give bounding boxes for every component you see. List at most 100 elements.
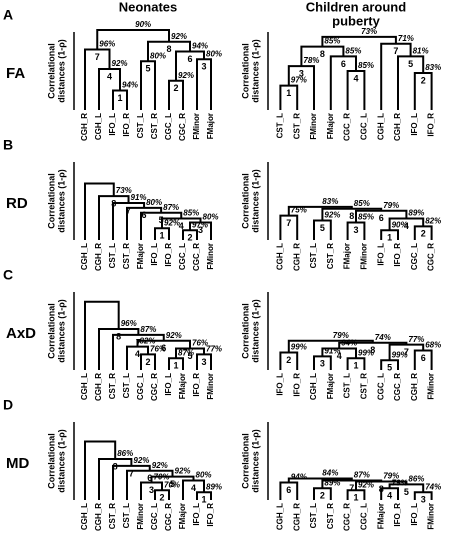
support-label: 79% [383,472,399,481]
panel-letter: D [3,397,13,413]
y-axis-label: Correlational [240,433,250,489]
leaf-label: FMajor [178,503,187,529]
leaf-label: FMinor [206,373,215,400]
node-number: 4 [404,221,409,231]
leaf-label: CST_L [108,243,117,268]
y-axis-label: Correlational [46,303,56,359]
support-label: 99% [358,348,374,357]
node-number: 1 [117,93,122,103]
support-label: 80% [203,213,219,222]
support-label: 94% [192,42,208,51]
node-number: 8 [370,345,375,355]
node-number: 6 [421,353,426,363]
leaf-label: CGC_L [376,373,385,400]
leaf-label: FMinor [192,113,201,140]
support-label: 80% [146,198,162,207]
node-number: 8 [111,199,116,209]
support-label: 85% [345,46,361,55]
leaf-label: CGC_L [136,373,145,400]
leaf-label: CST_R [360,373,369,399]
leaf-label: CST_R [108,373,117,399]
leaf-label: FMinor [427,503,436,530]
support-label: 87% [178,348,194,357]
leaf-label: CST_L [276,113,285,138]
leaf-label: CGH_L [80,373,89,400]
node-number: 3 [353,225,358,235]
node-number: 6 [341,59,346,69]
column-heading: Children around [306,0,406,14]
node-number: 4 [135,349,140,359]
support-label: 85% [358,61,374,70]
node-number: 5 [187,351,192,361]
leaf-label: FMajor [376,503,385,529]
row-label: FA [6,65,25,82]
support-label: 91% [131,193,147,202]
node-number: 5 [320,223,325,233]
node-number: 4 [337,351,342,361]
leaf-label: IFO_R [427,113,436,137]
leaf-label: CGC_R [178,113,187,141]
support-label: 85% [354,199,370,208]
node-number: 2 [173,83,178,93]
y-axis-label: Correlational [46,173,56,229]
node-number: 5 [145,64,150,74]
support-label: 78% [303,56,319,65]
y-axis-label: distances (1-ρ) [250,429,260,493]
node-number: 3 [201,62,206,72]
support-label: 92% [324,211,340,220]
leaf-label: CGH_R [80,113,89,141]
leaf-label: IFO_L [410,113,419,136]
leaf-label: IFO_L [376,243,385,266]
node-number: 7 [404,347,409,357]
node-number: 1 [353,361,358,371]
leaf-label: FMajor [326,113,335,139]
row-label: MD [6,455,29,472]
support-label: 87% [354,471,370,480]
leaf-label: CGH_R [393,113,402,141]
node-number: 3 [299,69,304,79]
support-label: 87% [140,325,156,334]
y-axis-label: Correlational [240,43,250,99]
leaf-label: IFO_L [164,373,173,396]
support-label: 96% [121,319,137,328]
leaf-label: FMajor [326,373,335,399]
leaf-label: CST_L [122,503,131,528]
support-label: 92% [133,456,149,465]
node-number: 6 [161,343,166,353]
leaf-label: CGC_L [410,243,419,270]
support-label: 85% [358,213,374,222]
leaf-label: CST_L [343,373,352,398]
support-label: 83% [322,197,338,206]
leaf-label: CST_R [326,503,335,529]
support-label: 90% [392,220,408,229]
support-label: 76% [150,345,166,354]
leaf-label: IFO_R [393,243,402,267]
support-label: 73% [361,27,377,36]
leaf-label: CGH_L [276,243,285,270]
support-label: 85% [324,37,340,46]
node-number: 3 [201,357,206,367]
leaf-label: CGC_R [343,503,352,531]
leaf-label: CGC_R [427,243,436,271]
leaf-label: CGC_L [360,113,369,140]
node-number: 8 [349,211,354,221]
y-axis-label: distances (1-ρ) [56,299,66,363]
node-number: 1 [159,231,164,241]
y-axis-label: distances (1-ρ) [56,169,66,233]
node-number: 4 [387,491,392,501]
node-number: 7 [286,218,291,228]
support-label: 94% [291,473,307,482]
column-heading: puberty [332,13,380,28]
support-label: 75% [291,206,307,215]
leaf-label: CGH_L [80,503,89,530]
node-number: 2 [421,229,426,239]
column-heading: Neonates [119,0,178,14]
leaf-label: CST_R [122,243,131,269]
node-number: 1 [353,493,358,503]
leaf-label: FMajor [206,113,215,139]
node-number: 6 [286,485,291,495]
leaf-label: CGH_L [376,113,385,140]
support-label: 99% [291,343,307,352]
support-label: 79% [333,331,349,340]
